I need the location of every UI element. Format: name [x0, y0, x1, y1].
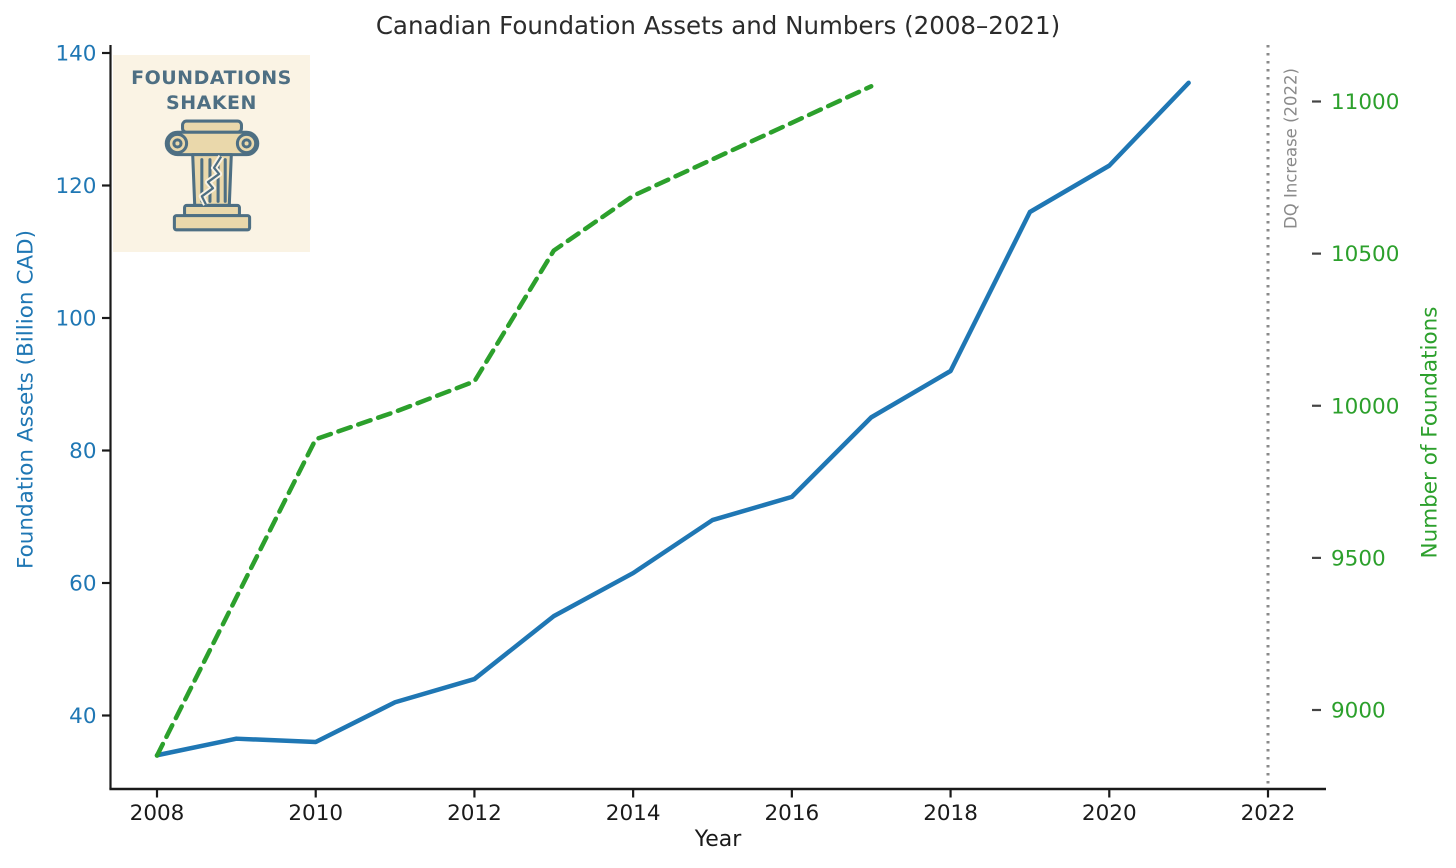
x-tick-label: 2012: [447, 801, 502, 826]
x-tick-label: 2020: [1082, 801, 1137, 826]
right-tick-label: 9000: [1331, 699, 1386, 724]
right-tick-label: 11000: [1331, 90, 1399, 115]
x-tick-label: 2014: [606, 801, 661, 826]
left-tick-label: 40: [69, 704, 96, 729]
x-tick-label: 2010: [288, 801, 343, 826]
foundations-count-line: [154, 84, 874, 758]
x-axis-label: Year: [694, 827, 742, 852]
left-tick-label: 60: [69, 572, 96, 597]
right-tick-label: 10000: [1331, 394, 1399, 419]
x-tick-label: 2008: [130, 801, 185, 826]
assets-line: [154, 80, 1191, 758]
logo-text-line1: FOUNDATIONS: [131, 67, 292, 89]
foundations-shaken-logo: FOUNDATIONS SHAKEN: [113, 55, 310, 252]
left-tick-label: 80: [69, 439, 96, 464]
x-tick-label: 2018: [923, 801, 978, 826]
left-tick-label: 100: [55, 307, 96, 332]
right-tick-label: 9500: [1331, 546, 1386, 571]
x-tick-label: 2016: [764, 801, 819, 826]
x-tick-label: 2022: [1241, 801, 1296, 826]
chart-title: Canadian Foundation Assets and Numbers (…: [375, 11, 1061, 40]
cracked-column-icon: [164, 119, 259, 232]
logo-text-line2: SHAKEN: [166, 91, 257, 114]
left-tick-label: 140: [55, 42, 96, 67]
left-tick-label: 120: [55, 174, 96, 199]
right-tick-label: 10500: [1331, 242, 1399, 267]
